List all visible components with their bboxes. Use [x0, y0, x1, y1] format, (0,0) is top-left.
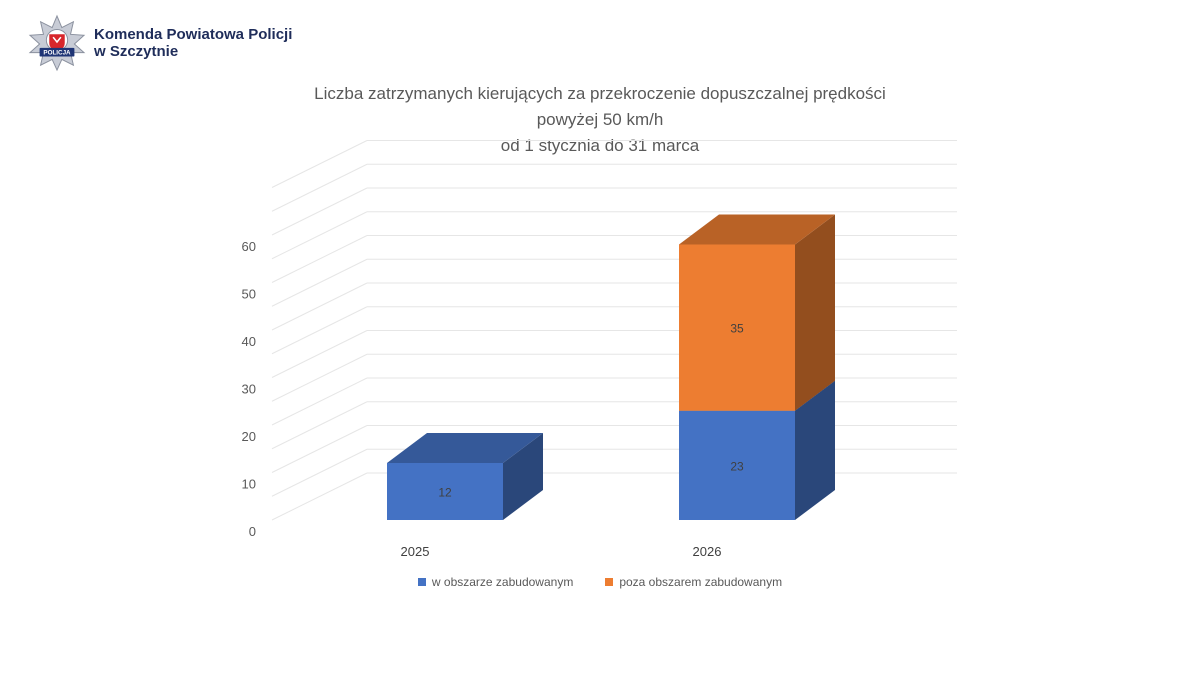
x-tick-label: 2025 — [401, 544, 430, 559]
gridline-side — [271, 140, 368, 188]
gridline-side — [271, 472, 368, 521]
chart-title-line1: Liczba zatrzymanych kierujących za przek… — [314, 84, 886, 103]
legend-swatch-series-1 — [417, 578, 426, 586]
bar-top — [679, 214, 835, 245]
y-tick-label: 40 — [242, 334, 256, 349]
bar-front — [387, 463, 503, 520]
gridline-side — [271, 187, 368, 236]
data-label: 12 — [438, 486, 452, 500]
chart-floor — [272, 473, 1007, 520]
data-label: 35 — [730, 322, 744, 336]
header: POLICJA Komenda Powiatowa Policji w Szcz… — [28, 14, 292, 72]
gridline-side — [271, 330, 368, 378]
bar-top — [387, 433, 543, 463]
y-tick-label: 0 — [249, 524, 256, 539]
gridline-side — [271, 377, 368, 426]
legend-item-series-1: w obszarze zabudowanym — [417, 575, 574, 589]
y-tick-label: 30 — [242, 382, 256, 397]
police-star-logo: POLICJA — [28, 14, 86, 72]
gridline-side — [271, 211, 368, 260]
y-tick-label: 20 — [242, 429, 256, 444]
y-tick-label: 50 — [242, 287, 256, 302]
bar-front — [679, 410, 795, 520]
gridline-side — [271, 353, 368, 402]
gridline-side — [271, 163, 368, 212]
legend-swatch-series-2 — [605, 578, 614, 586]
data-label: 23 — [730, 459, 744, 473]
legend-item-series-2: poza obszarem zabudowanym — [605, 575, 782, 589]
bar-side — [503, 433, 543, 520]
org-name-line1: Komenda Powiatowa Policji — [94, 26, 293, 43]
gridline-side — [271, 235, 368, 283]
gridline-side — [271, 258, 368, 307]
legend-label-series-2: poza obszarem zabudowanym — [619, 575, 783, 589]
bar-side — [795, 214, 835, 411]
org-name: Komenda Powiatowa Policji w Szczytnie — [94, 26, 292, 60]
gridline-side — [271, 306, 368, 355]
legend: w obszarze zabudowanym poza obszarem zab… — [0, 575, 1200, 589]
gridline-side — [271, 448, 368, 497]
legend-label-series-1: w obszarze zabudowanym — [431, 575, 574, 589]
y-tick-label: 60 — [242, 239, 256, 254]
y-tick-label: 10 — [242, 477, 256, 492]
bar-front — [679, 244, 795, 411]
gridline-side — [271, 401, 368, 450]
gridline-side — [271, 425, 368, 473]
badge-text: POLICJA — [43, 50, 71, 57]
chart-title-line2: powyżej 50 km/h — [536, 110, 664, 129]
bar-side — [795, 380, 835, 520]
x-tick-label: 2026 — [693, 544, 722, 559]
gridline-side — [271, 282, 368, 331]
org-name-line2: w Szczytnie — [94, 43, 179, 60]
